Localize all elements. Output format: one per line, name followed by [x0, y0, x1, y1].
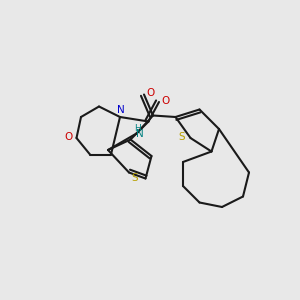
Text: S: S [132, 173, 138, 183]
Text: S: S [179, 131, 185, 142]
Text: O: O [161, 95, 170, 106]
Text: N: N [117, 105, 125, 116]
Text: O: O [146, 88, 155, 98]
Text: N: N [136, 129, 143, 139]
Text: O: O [64, 131, 72, 142]
Text: H: H [134, 124, 141, 133]
